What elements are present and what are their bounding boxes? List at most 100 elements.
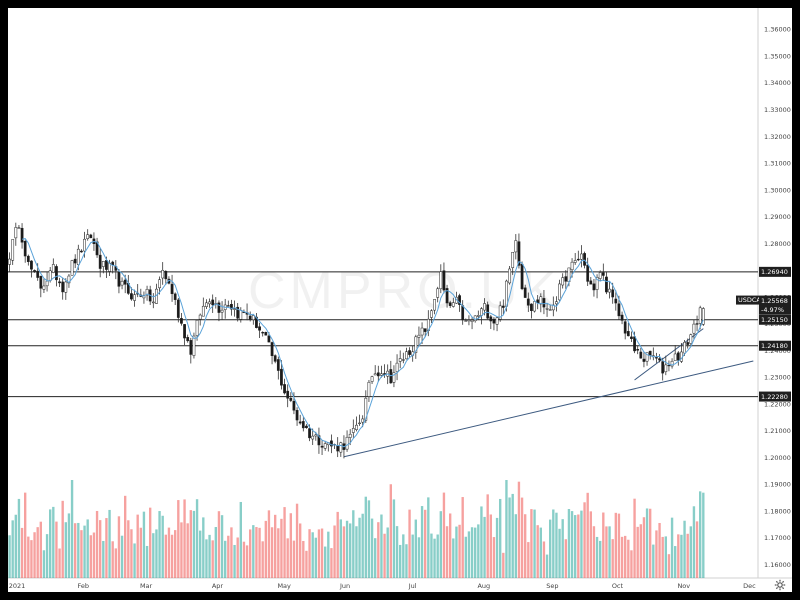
candle-body bbox=[501, 305, 505, 308]
volume-bar bbox=[114, 548, 117, 578]
volume-bar bbox=[592, 526, 596, 578]
volume-bar bbox=[527, 542, 530, 578]
symbol-label: USDCAD bbox=[738, 296, 766, 304]
candle-body bbox=[661, 361, 665, 374]
candle-body bbox=[605, 276, 608, 293]
volume-bar bbox=[555, 512, 558, 578]
time-tick-label: Jun bbox=[339, 582, 350, 590]
price-tick-label: 1.21000 bbox=[764, 427, 791, 435]
candle-body bbox=[55, 266, 58, 281]
candle-body bbox=[470, 319, 474, 322]
candle-body bbox=[492, 318, 496, 324]
volume-bar bbox=[36, 527, 39, 578]
volume-bar bbox=[33, 532, 36, 578]
volume-bar bbox=[183, 499, 186, 578]
candle-body bbox=[558, 283, 561, 301]
volume-bar bbox=[670, 517, 674, 578]
volume-bar bbox=[64, 522, 67, 578]
candle-body bbox=[180, 318, 183, 324]
volume-bar bbox=[364, 496, 367, 578]
trendline[interactable] bbox=[343, 360, 754, 458]
volume-bar bbox=[552, 509, 555, 578]
volume-bar bbox=[27, 536, 30, 578]
volume-bar bbox=[689, 526, 692, 578]
time-tick-label: Oct bbox=[612, 582, 624, 590]
candle-body bbox=[461, 305, 465, 321]
candle-body bbox=[76, 248, 80, 265]
candle-body bbox=[508, 268, 511, 284]
volume-bar bbox=[283, 507, 286, 578]
candle-body bbox=[320, 445, 324, 448]
candle-body bbox=[280, 368, 283, 386]
candle-body bbox=[301, 421, 305, 429]
price-tick-label: 1.19000 bbox=[764, 481, 791, 489]
volume-bar bbox=[224, 540, 227, 578]
candle-body bbox=[70, 260, 74, 276]
volume-bar bbox=[345, 520, 349, 578]
volume-bar bbox=[417, 537, 421, 578]
price-tick-label: 1.36000 bbox=[764, 26, 791, 34]
volume-bar bbox=[433, 538, 436, 578]
volume-bar bbox=[386, 527, 389, 578]
candle-body bbox=[401, 359, 405, 361]
time-tick-label: Mar bbox=[140, 582, 153, 590]
candle-body bbox=[217, 302, 221, 313]
last-price-tag bbox=[759, 295, 791, 315]
gear-icon bbox=[774, 579, 786, 591]
volume-bar bbox=[605, 526, 608, 578]
volume-bar bbox=[411, 534, 414, 578]
volume-bar bbox=[295, 503, 299, 578]
volume-bar bbox=[352, 510, 355, 578]
volume-bar bbox=[208, 534, 211, 578]
volume-bar bbox=[320, 528, 324, 578]
candle-body bbox=[555, 301, 558, 305]
candle-body bbox=[436, 288, 440, 298]
volume-bar bbox=[517, 481, 521, 578]
candle-body bbox=[308, 428, 311, 439]
candle-body bbox=[311, 435, 315, 440]
volume-bar bbox=[145, 545, 149, 578]
horizontal-levels[interactable] bbox=[8, 271, 758, 398]
volume-bar bbox=[533, 509, 536, 578]
volume-bar bbox=[508, 497, 511, 578]
volume-bar bbox=[155, 529, 158, 578]
volume-bar bbox=[624, 535, 627, 578]
price-tick-label: 1.31000 bbox=[764, 160, 791, 168]
candle-body bbox=[458, 295, 461, 305]
candle-body bbox=[689, 334, 693, 344]
volume-bar bbox=[461, 497, 464, 578]
candle-body bbox=[261, 332, 265, 334]
volume-bar bbox=[11, 520, 14, 578]
price-change-label: -4.97% bbox=[761, 306, 784, 314]
candle-body bbox=[286, 390, 290, 399]
volume-bar bbox=[520, 497, 524, 578]
chart-settings-button[interactable] bbox=[774, 578, 786, 591]
candle-body bbox=[130, 293, 133, 300]
candle-body bbox=[364, 397, 368, 421]
volume-bar bbox=[8, 535, 11, 578]
price-tick-label: 1.22000 bbox=[764, 400, 791, 408]
candle-body bbox=[233, 308, 236, 310]
candle-body bbox=[264, 332, 268, 336]
candle-body bbox=[620, 314, 624, 321]
candle-body bbox=[155, 288, 158, 304]
volume-bar bbox=[608, 526, 611, 578]
candle-body bbox=[36, 270, 40, 278]
volume-bar bbox=[692, 506, 696, 578]
time-axis[interactable]: 2021 Feb Mar Apr May Jun Jul Aug Sep Oct Nov Dec bbox=[9, 582, 756, 590]
volume-bar bbox=[389, 484, 392, 578]
level-price-tag bbox=[759, 391, 791, 402]
volume-bar bbox=[661, 536, 664, 578]
volume-bar bbox=[83, 525, 86, 578]
candle-body bbox=[536, 299, 540, 304]
volume-bar bbox=[567, 509, 571, 578]
candle-body bbox=[270, 342, 274, 357]
candle-body bbox=[667, 364, 671, 367]
candle-body bbox=[11, 239, 15, 261]
price-tick-label: 1.35000 bbox=[764, 52, 791, 60]
volume-bar bbox=[86, 519, 89, 578]
volume-bar bbox=[424, 509, 427, 578]
candle-body bbox=[8, 258, 11, 265]
candle-body bbox=[476, 315, 480, 317]
candle-body bbox=[226, 305, 230, 307]
